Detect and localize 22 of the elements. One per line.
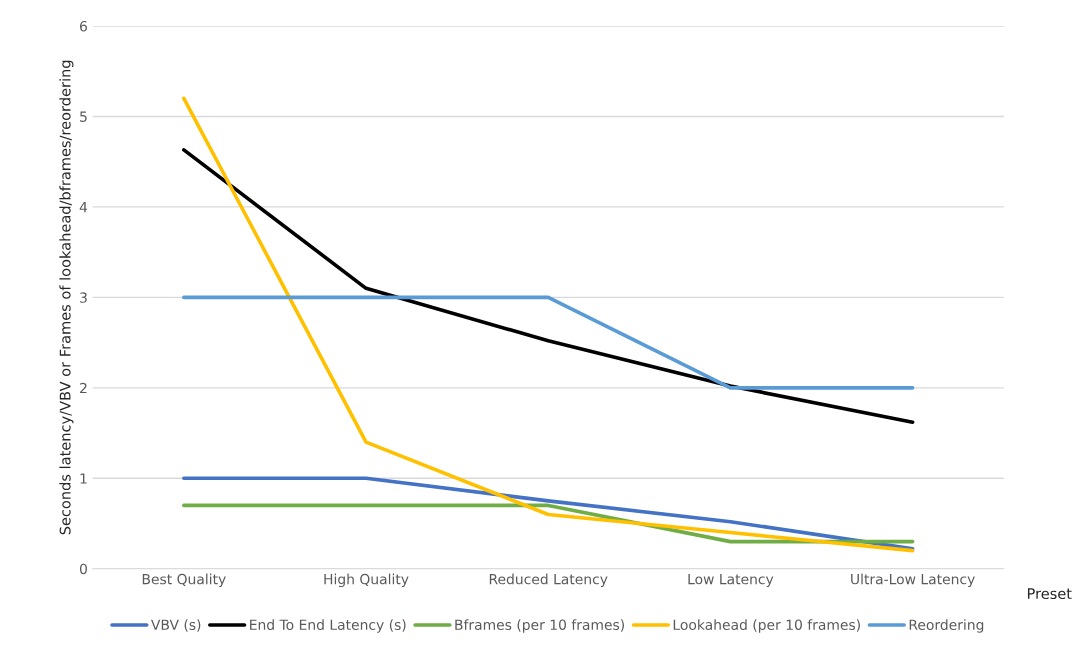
legend-label: End To End Latency (s) [250,619,406,633]
y-tick-label: 1 [80,473,87,484]
x-axis-title: Preset [1027,588,1072,600]
x-tick-label: Best Quality [142,573,226,588]
y-axis-title: Seconds latency/VBV or Frames of lookahead/bframes/reordering [59,60,74,535]
line-series [182,96,915,553]
line-series [182,148,915,425]
y-tick-label: 5 [80,111,87,122]
y-tick-label: 6 [80,20,87,32]
legend-label: Reordering [909,619,984,633]
line-series [182,476,915,551]
y-tick-label: 2 [80,382,87,394]
x-tick-label: Reduced Latency [489,573,608,588]
y-tick-label: 4 [79,202,88,213]
x-tick-label: Low Latency [688,574,774,588]
y-tick-label: 0 [79,563,87,575]
x-tick-label: Ultra-Low Latency [851,573,975,588]
legend-label: Lookahead (per 10 frames) [673,619,860,633]
x-tick-label: High Quality [324,573,409,588]
legend-label: VBV (s) [151,619,201,632]
legend-label: Bframes (per 10 frames) [455,619,624,633]
y-tick-label: 3 [80,292,87,303]
